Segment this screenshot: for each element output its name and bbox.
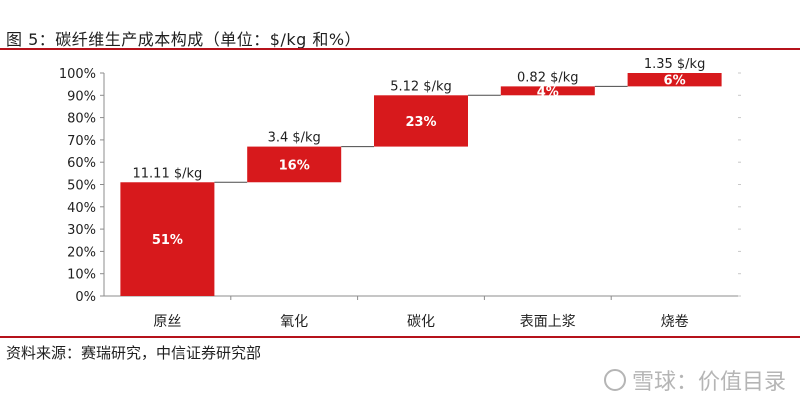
waterfall-bar — [247, 146, 342, 183]
y-tick-label: 80% — [67, 112, 96, 127]
y-tick-label: 100% — [59, 67, 96, 82]
footer-divider — [0, 336, 800, 338]
chart-title: 图 5：碳纤维生产成本构成（单位：$/kg 和%） — [6, 30, 362, 49]
x-category-label: 碳化 — [407, 314, 435, 330]
y-tick-label: 40% — [67, 201, 96, 216]
x-category-label: 烧卷 — [661, 314, 689, 330]
y-tick-label: 10% — [67, 268, 96, 283]
title-divider — [0, 48, 800, 50]
waterfall-bar — [627, 73, 722, 87]
bar-cost-label: 1.35 $/kg — [644, 57, 706, 72]
bar-cost-label: 0.82 $/kg — [517, 70, 579, 85]
x-category-label: 原丝 — [153, 314, 181, 330]
source-note: 资料来源：赛瑞研究，中信证券研究部 — [6, 344, 262, 362]
y-tick-label: 70% — [67, 134, 96, 149]
bar-percent-label: 6% — [664, 74, 686, 89]
bar-percent-label: 16% — [279, 158, 310, 173]
bar-percent-label: 4% — [537, 85, 559, 100]
watermark-text: 雪球：价值目录 — [631, 370, 786, 395]
y-tick-label: 30% — [67, 223, 96, 238]
chart-svg: 0% 10% 20% 30% 40% 50% 60% 70% 80% 90% 100% 51% 11.1… — [59, 57, 741, 330]
waterfall-bar — [500, 86, 595, 96]
x-category-label: 表面上浆 — [520, 314, 576, 330]
waterfall-bar — [374, 95, 468, 147]
bar-cost-label: 5.12 $/kg — [390, 79, 452, 94]
y-tick-label: 20% — [67, 245, 96, 260]
bar-percent-label: 51% — [152, 233, 183, 248]
waterfall-bar — [120, 182, 215, 296]
snowball-logo-icon — [603, 369, 626, 391]
bar-percent-label: 23% — [405, 115, 436, 130]
y-tick-label: 50% — [67, 179, 96, 194]
y-tick-label: 60% — [67, 156, 96, 171]
bar-cost-label: 3.4 $/kg — [268, 131, 321, 146]
waterfall-chart: 0% 10% 20% 30% 40% 50% 60% 70% 80% 90% 100% 51% 11.1… — [0, 50, 800, 335]
x-category-label: 氧化 — [280, 314, 308, 330]
y-tick-label: 0% — [75, 290, 96, 305]
y-tick-label: 90% — [67, 89, 96, 104]
watermark: 雪球：价值目录 — [603, 364, 786, 396]
bar-cost-label: 11.11 $/kg — [133, 166, 203, 181]
